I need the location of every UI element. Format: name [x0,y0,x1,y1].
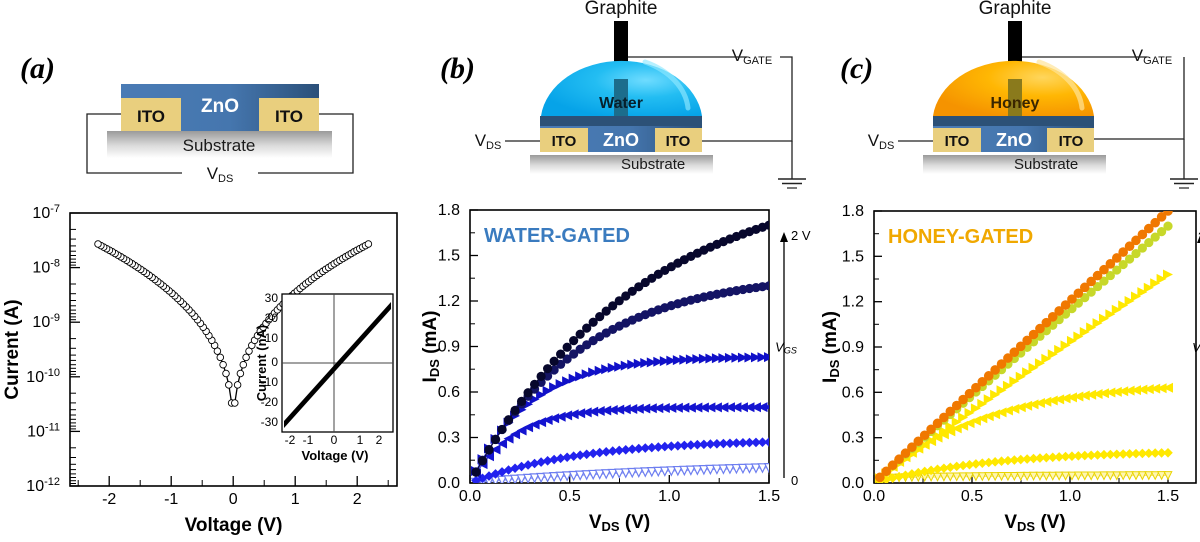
svg-text:1.8: 1.8 [438,202,460,219]
svg-text:VDS: VDS [475,131,502,152]
svg-text:ZnO: ZnO [996,130,1032,150]
svg-text:Substrate: Substrate [1014,156,1078,173]
svg-text:ITO: ITO [666,133,691,150]
svg-text:10-9: 10-9 [32,312,60,331]
svg-text:IDS (mA): IDS (mA) [420,311,442,383]
svg-text:Voltage (V): Voltage (V) [302,448,369,463]
svg-text:VGS: VGS [1192,340,1200,356]
svg-text:10-7: 10-7 [32,203,60,222]
svg-text:VDS (V): VDS (V) [589,512,650,534]
svg-text:VGS: VGS [775,340,797,356]
svg-text:1.5: 1.5 [438,248,460,265]
svg-text:-2: -2 [102,491,116,508]
svg-text:0.9: 0.9 [438,339,460,356]
svg-text:-30: -30 [261,415,279,429]
svg-text:1.5: 1.5 [1157,488,1179,505]
svg-text:1: 1 [357,433,364,447]
svg-text:VDS: VDS [868,131,895,152]
svg-text:10-12: 10-12 [26,476,60,495]
svg-text:0.3: 0.3 [842,430,864,447]
svg-text:0.0: 0.0 [863,488,885,505]
svg-text:-1: -1 [164,491,178,508]
svg-text:1.0: 1.0 [658,488,680,505]
svg-text:ITO: ITO [552,133,577,150]
svg-text:0.3: 0.3 [438,430,460,447]
svg-text:Graphite: Graphite [979,0,1052,19]
svg-text:Substrate: Substrate [621,156,685,173]
svg-text:0: 0 [271,355,278,369]
svg-text:1.2: 1.2 [438,293,460,310]
svg-text:10-8: 10-8 [32,258,60,277]
svg-text:0.9: 0.9 [842,339,864,356]
svg-text:1.8: 1.8 [842,203,864,220]
svg-text:ITO: ITO [945,133,970,150]
svg-text:1.2: 1.2 [842,294,864,311]
svg-text:1.5: 1.5 [842,248,864,265]
svg-text:2 V: 2 V [791,228,811,243]
svg-text:ITO: ITO [1059,133,1084,150]
svg-text:0.0: 0.0 [438,475,460,492]
svg-text:-2: -2 [285,433,296,447]
svg-text:10-11: 10-11 [27,421,60,440]
svg-text:30: 30 [265,291,279,305]
svg-text:IDS (mA): IDS (mA) [820,311,842,383]
svg-text:Substrate: Substrate [183,136,256,155]
svg-text:0.5: 0.5 [559,488,581,505]
svg-text:Graphite: Graphite [585,0,658,19]
svg-text:HONEY-GATED: HONEY-GATED [888,226,1033,248]
svg-text:ITO: ITO [275,107,303,126]
svg-text:Current (nA): Current (nA) [254,325,269,402]
svg-text:2: 2 [376,433,383,447]
svg-text:1.5: 1.5 [758,488,780,505]
svg-text:ZnO: ZnO [603,130,639,150]
svg-text:20: 20 [265,311,279,325]
svg-text:Voltage (V): Voltage (V) [185,515,283,536]
svg-text:0.6: 0.6 [438,384,460,401]
svg-text:0: 0 [791,473,798,488]
svg-text:0.0: 0.0 [842,475,864,492]
svg-text:VDS (V): VDS (V) [1004,512,1065,534]
svg-text:0: 0 [331,433,338,447]
svg-text:2: 2 [353,491,362,508]
svg-text:0.5: 0.5 [961,488,983,505]
svg-text:0: 0 [229,491,238,508]
svg-text:ITO: ITO [137,107,165,126]
svg-text:Honey: Honey [991,95,1040,112]
svg-text:ZnO: ZnO [201,96,239,117]
svg-text:-1: -1 [303,433,314,447]
svg-text:10-10: 10-10 [26,367,60,386]
svg-text:0.6: 0.6 [842,384,864,401]
svg-text:0.0: 0.0 [459,488,481,505]
svg-text:WATER-GATED: WATER-GATED [484,225,630,247]
svg-text:1.0: 1.0 [1059,488,1081,505]
svg-text:1: 1 [291,491,300,508]
svg-text:Water: Water [599,95,643,112]
svg-text:Current (A): Current (A) [2,299,23,399]
